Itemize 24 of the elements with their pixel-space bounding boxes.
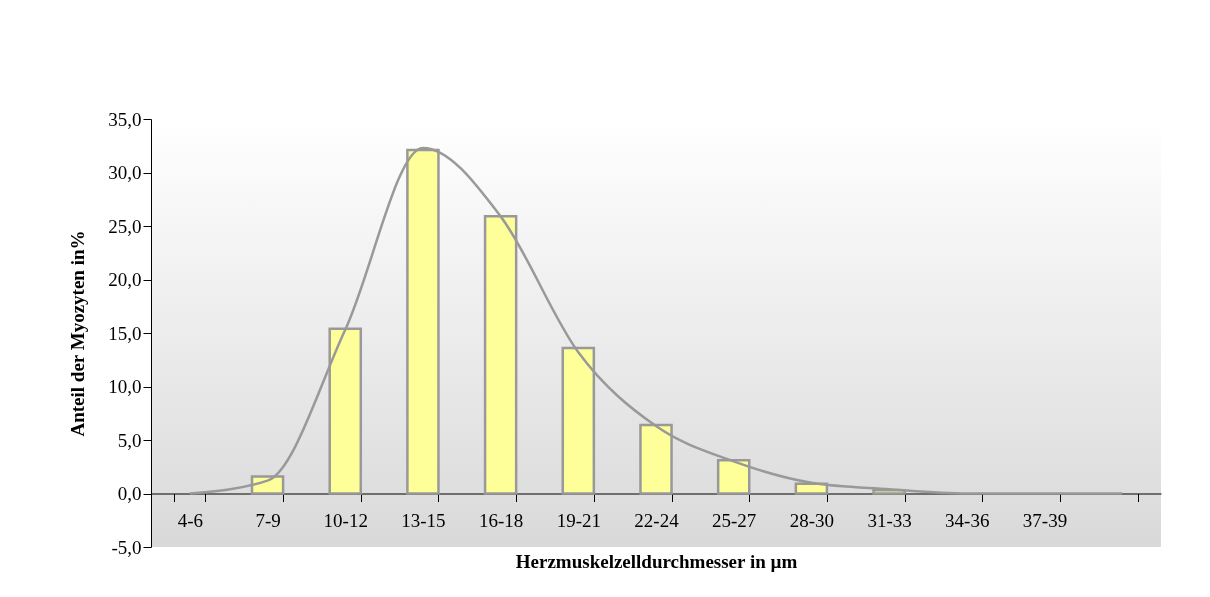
y-tick-label: 35,0 <box>108 108 142 130</box>
x-tick-label: 19-21 <box>556 510 601 531</box>
y-tick-label: 0,0 <box>117 483 142 504</box>
x-tick-label: 7-9 <box>255 510 281 531</box>
y-tick-label: 15,0 <box>108 322 142 344</box>
y-tick-label: 30,0 <box>108 162 142 183</box>
x-tick-label: 34-36 <box>945 510 990 531</box>
x-tick-label: 37-39 <box>1022 510 1068 531</box>
y-tick-label: -5,0 <box>111 536 142 558</box>
y-tick-label: 5,0 <box>117 429 142 451</box>
y-tick-label: 10,0 <box>108 376 142 397</box>
y-axis-title: Anteil der Myozyten in% <box>67 230 89 437</box>
y-tick-label: 20,0 <box>108 269 142 290</box>
x-tick-label: 25-27 <box>712 510 757 531</box>
x-tick-label: 31-33 <box>867 510 912 531</box>
x-tick-label: 28-30 <box>789 510 835 531</box>
x-tick-label: 16-18 <box>478 510 524 531</box>
y-tick-label: 25,0 <box>108 215 142 237</box>
x-tick-label: 10-12 <box>323 510 368 531</box>
x-tick-label: 13-15 <box>401 510 446 531</box>
x-axis-title: Herzmuskelzelldurchmesser in µm <box>515 551 798 572</box>
x-tick-label: 22-24 <box>634 510 680 531</box>
x-tick-label: 4-6 <box>177 510 204 531</box>
line-series <box>188 146 1124 495</box>
